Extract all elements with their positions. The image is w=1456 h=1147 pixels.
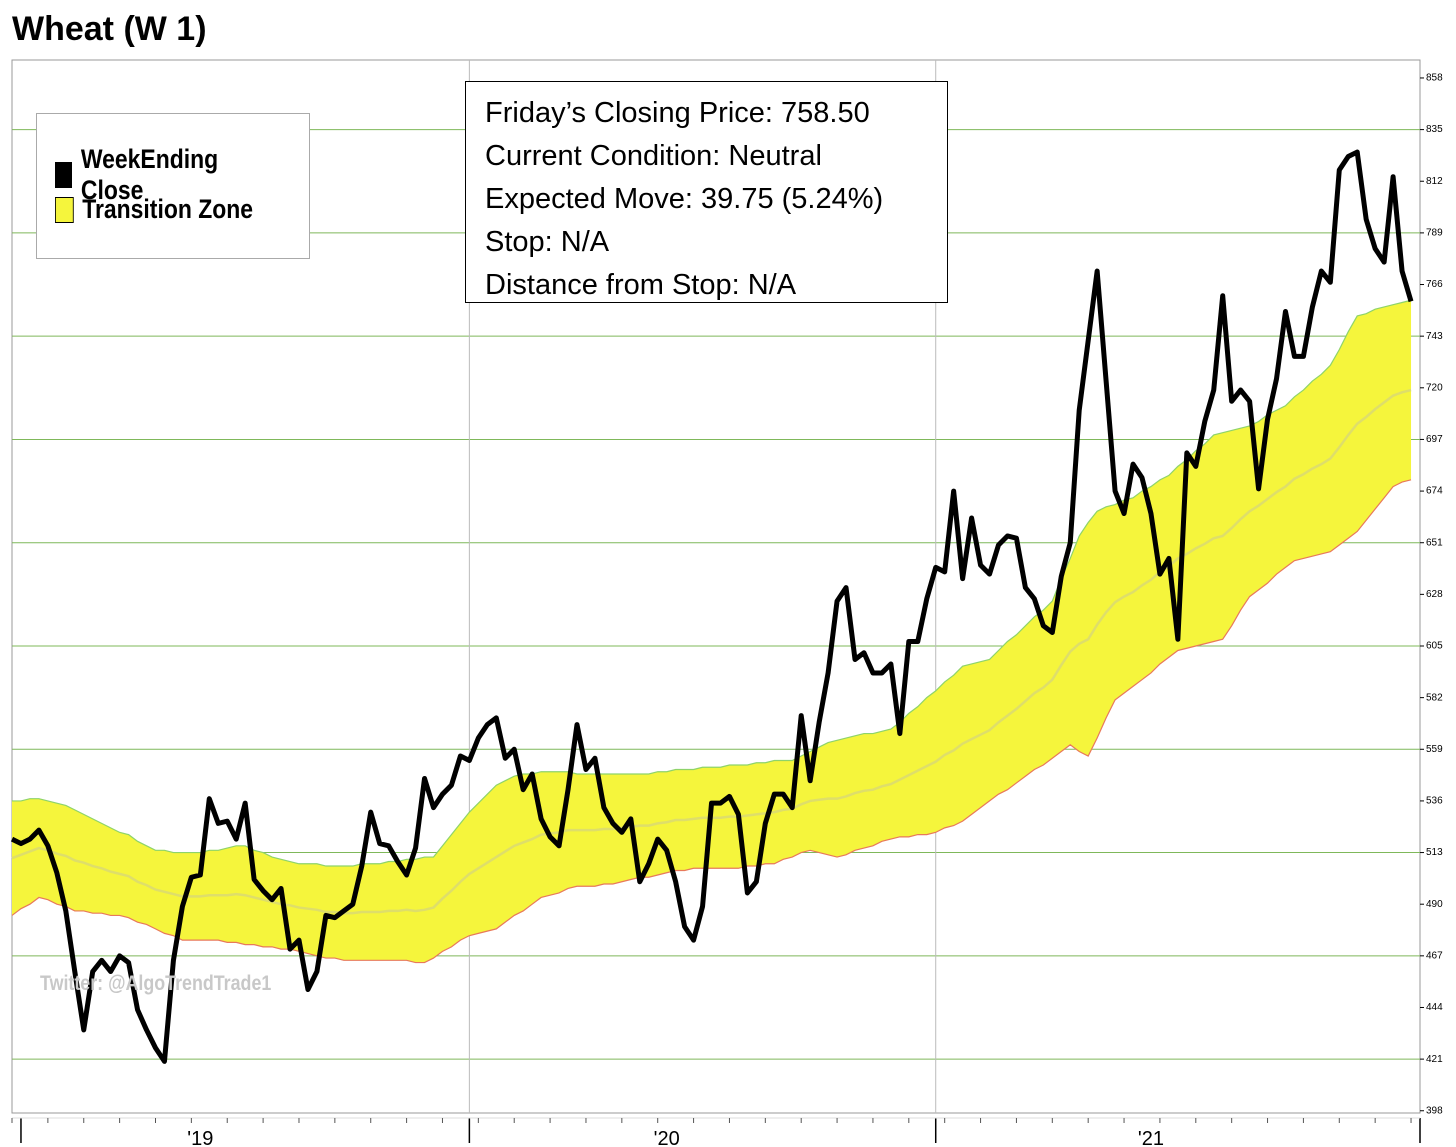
- legend-label: Transition Zone: [82, 194, 254, 224]
- legend-item: Transition Zone: [55, 194, 253, 225]
- y-tick-label: 766: [1426, 279, 1443, 290]
- y-tick-label: 605: [1426, 641, 1443, 652]
- y-tick-label: 490: [1426, 899, 1443, 910]
- plot-frame: [11, 59, 1421, 1114]
- y-tick-label: 697: [1426, 434, 1443, 445]
- y-tick-label: 398: [1426, 1105, 1443, 1116]
- info-line: Current Condition: Neutral: [485, 140, 822, 172]
- legend: WeekEnding Close Transition Zone: [36, 113, 310, 259]
- info-line: Friday’s Closing Price: 758.50: [485, 97, 870, 129]
- x-tick-label: '20: [654, 1128, 680, 1147]
- y-tick-label: 536: [1426, 796, 1443, 807]
- y-tick-label: 513: [1426, 847, 1443, 858]
- y-tick-label: 628: [1426, 589, 1443, 600]
- info-line: Expected Move: 39.75 (5.24%): [485, 183, 884, 215]
- y-tick-label: 582: [1426, 692, 1443, 703]
- chart-title: Wheat (W 1): [12, 10, 207, 48]
- info-box: Friday’s Closing Price: 758.50 Current Co…: [465, 81, 948, 303]
- y-tick-label: 789: [1426, 228, 1443, 239]
- info-line: Stop: N/A: [485, 226, 610, 258]
- y-tick-label: 812: [1426, 176, 1443, 187]
- band-lower: [11, 479, 1412, 964]
- y-tick-label: 858: [1426, 73, 1443, 84]
- y-tick-label: 674: [1426, 486, 1443, 497]
- transition-zone: [12, 300, 1412, 963]
- watermark: Twitter: @AlgoTrendTrade1: [40, 972, 272, 995]
- y-tick-label: 651: [1426, 537, 1443, 548]
- legend-swatch: [55, 196, 74, 223]
- y-tick-label: 743: [1426, 331, 1443, 342]
- legend-item: WeekEnding Close: [55, 144, 271, 206]
- y-tick-label: 720: [1426, 382, 1443, 393]
- info-line: Distance from Stop: N/A: [485, 269, 797, 301]
- y-tick-label: 559: [1426, 744, 1443, 755]
- y-tick-label: 467: [1426, 950, 1443, 961]
- legend-label: WeekEnding Close: [80, 144, 219, 205]
- close-line: [10, 149, 1414, 1064]
- legend-swatch: [55, 162, 73, 188]
- y-tick-label: 835: [1426, 124, 1443, 135]
- y-tick-label: 421: [1426, 1054, 1443, 1065]
- x-tick-label: '19: [187, 1128, 213, 1147]
- y-tick-label: 444: [1426, 1002, 1443, 1013]
- x-tick-label: '21: [1138, 1128, 1164, 1147]
- band-upper: [12, 299, 1412, 867]
